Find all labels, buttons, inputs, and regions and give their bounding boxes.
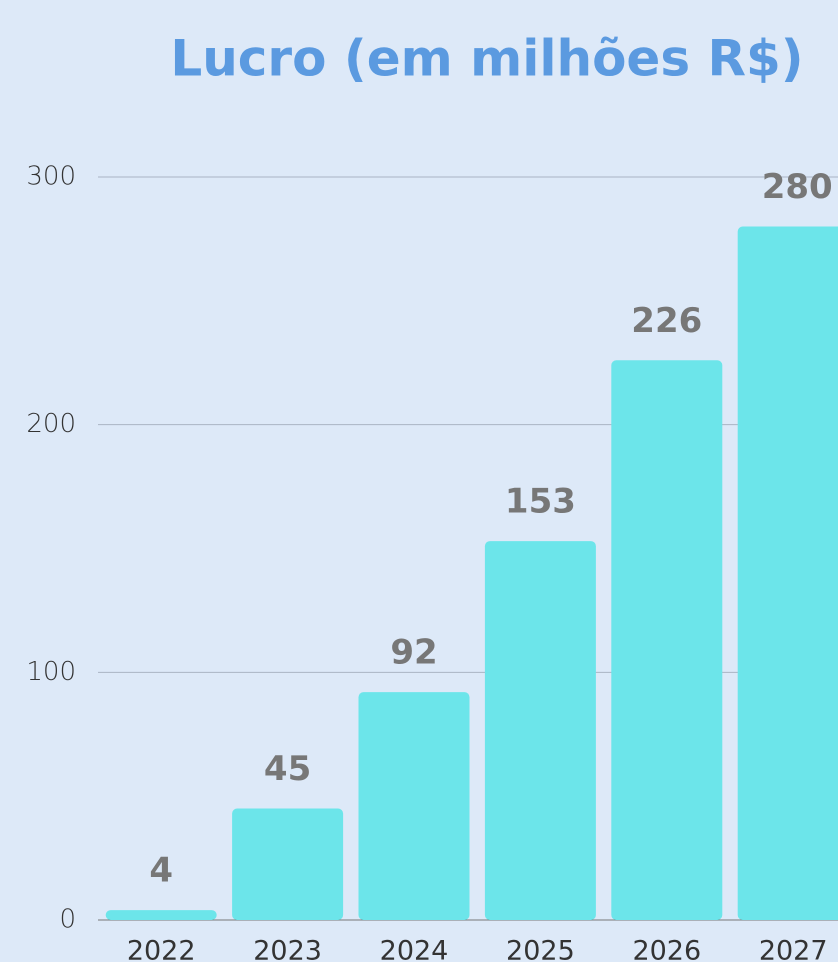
x-tick-label: 2023 [253, 936, 322, 962]
value-label: 226 [631, 301, 702, 341]
bar [105, 910, 217, 920]
bar [232, 808, 344, 920]
value-label: 280 [762, 167, 833, 207]
x-tick-label: 2024 [380, 936, 449, 962]
bar [737, 226, 838, 920]
bar [358, 692, 470, 920]
y-tick-label: 0 [59, 905, 76, 935]
value-label: 153 [505, 482, 576, 522]
x-tick-label: 2022 [127, 936, 196, 962]
x-tick-label: 2025 [506, 936, 575, 962]
y-tick-label: 200 [26, 409, 76, 439]
y-tick-label: 100 [26, 657, 76, 687]
y-tick-label: 300 [26, 162, 76, 192]
value-label: 4 [149, 851, 173, 891]
x-tick-label: 2027 [759, 936, 828, 962]
value-label: 45 [264, 749, 311, 789]
bar [484, 541, 596, 920]
chart-title: Lucro (em milhões R$) [170, 30, 803, 88]
value-label: 92 [390, 633, 437, 673]
bar [611, 360, 723, 921]
x-tick-label: 2026 [632, 936, 701, 962]
